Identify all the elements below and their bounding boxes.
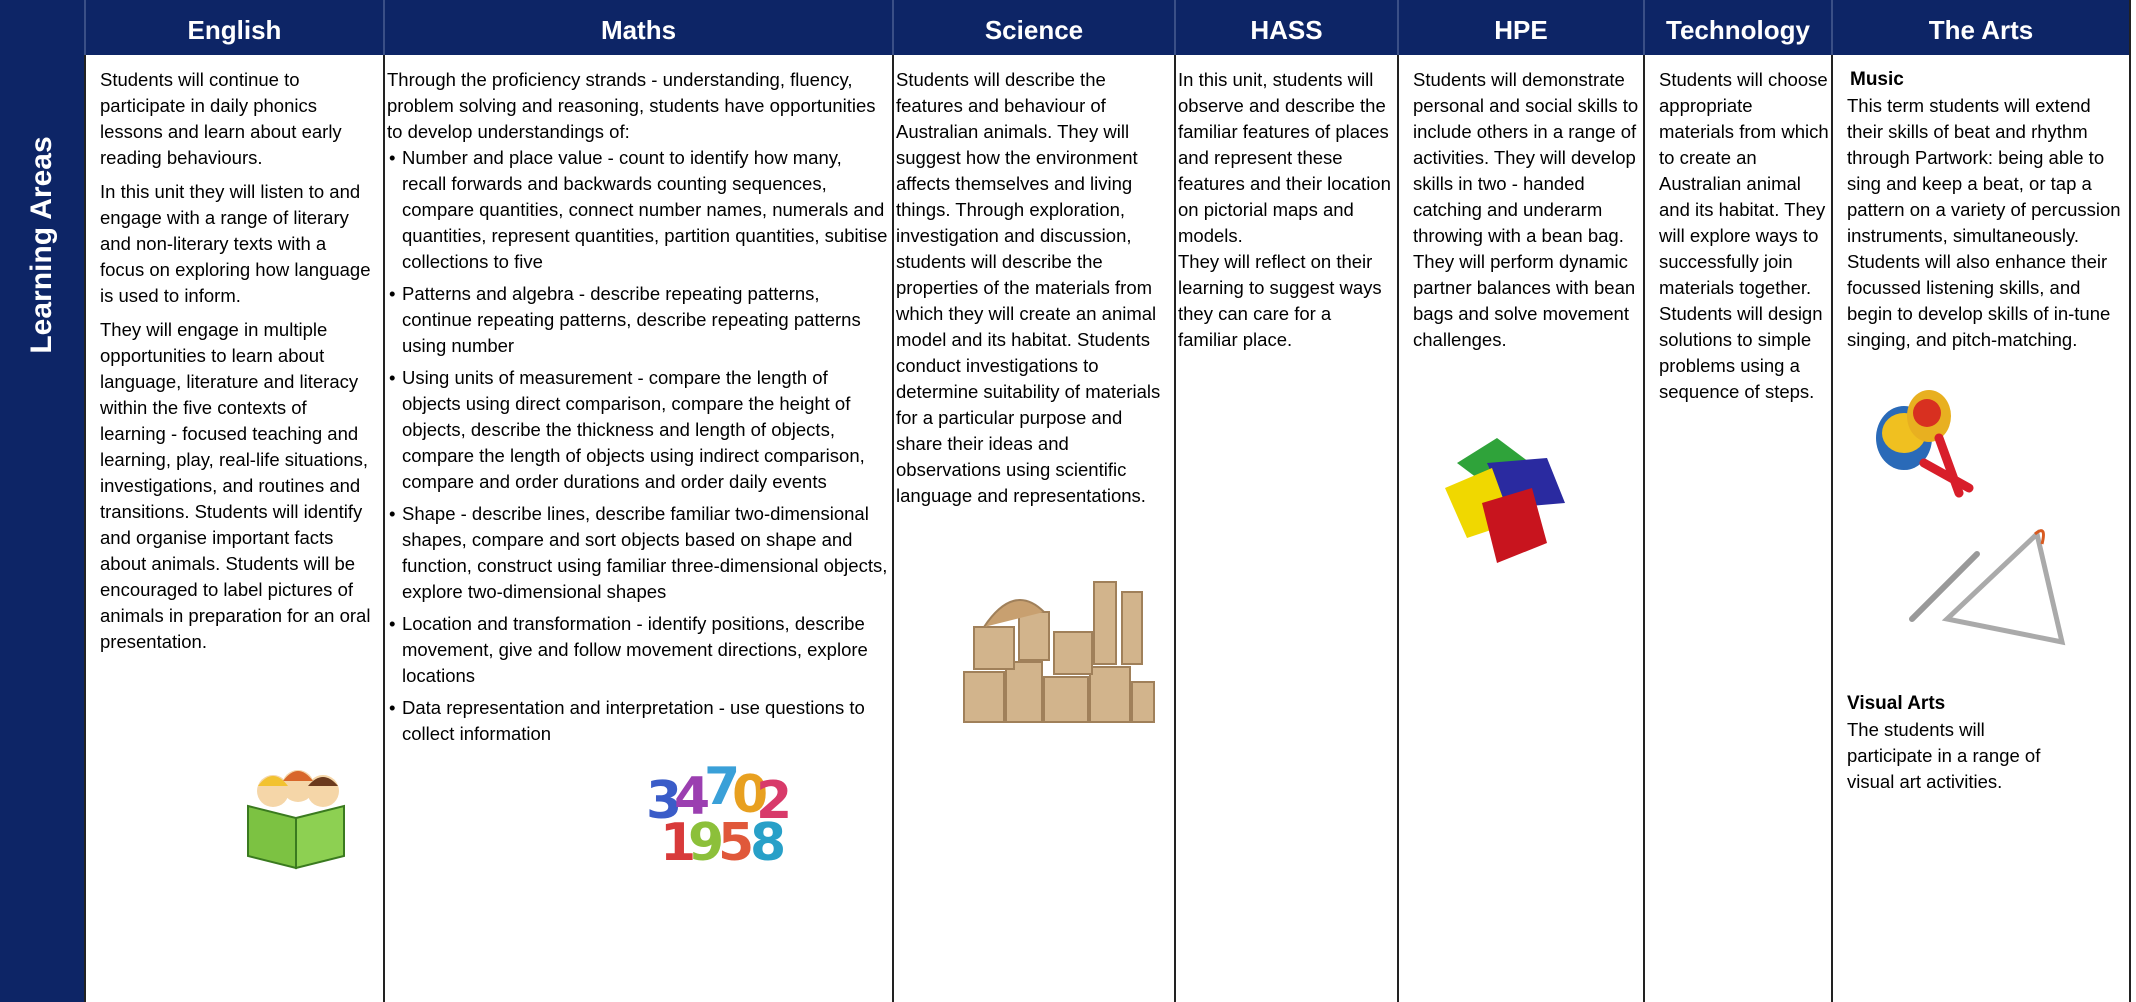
bullet: Data representation and interpretation -… — [389, 695, 888, 747]
triangle-image — [1909, 529, 2066, 646]
svg-text:9: 9 — [688, 813, 724, 866]
column-header: Maths — [383, 0, 892, 55]
svg-text:3: 3 — [646, 771, 682, 831]
bullet: Shape - describe lines, describe familia… — [389, 501, 888, 605]
svg-text:7: 7 — [704, 757, 740, 817]
bullet-list: Number and place value - count to identi… — [387, 145, 888, 747]
column-header: English — [84, 0, 383, 55]
column-header: HASS — [1174, 0, 1397, 55]
paragraph: This term students will extend their ski… — [1847, 95, 2121, 350]
technology-cell: Students will choose appropriate materia… — [1643, 55, 1831, 1002]
bullet: Patterns and algebra - describe repeatin… — [389, 281, 888, 359]
side-label-cell: Learning Areas — [0, 55, 84, 1002]
hpe-cell: Students will demonstrate personal and s… — [1397, 55, 1643, 1002]
right-border — [2129, 0, 2131, 1002]
paragraph: The students will participate in a range… — [1847, 719, 2041, 792]
column-header: Science — [892, 0, 1174, 55]
paragraph: Through the proficiency strands - unders… — [387, 69, 876, 142]
subheading: Visual Arts — [1847, 693, 1946, 714]
svg-text:5: 5 — [718, 813, 754, 866]
svg-text:1: 1 — [660, 813, 696, 866]
column-header: Technology — [1643, 0, 1831, 55]
beanbags-image — [1445, 438, 1565, 563]
column-header: The Arts — [1831, 0, 2129, 55]
english-cell: Students will continue to participate in… — [84, 55, 383, 1002]
paragraph: In this unit, students will observe and … — [1178, 69, 1391, 246]
paragraph: Students will continue to participate in… — [100, 69, 342, 168]
book-image — [247, 770, 345, 870]
hass-cell: In this unit, students will observe and … — [1174, 55, 1397, 1002]
paragraph: They will engage in multiple opportuniti… — [100, 319, 371, 652]
paragraph: They will reflect on their learning to s… — [1178, 251, 1382, 350]
svg-text:0: 0 — [732, 765, 768, 825]
bullet: Using units of measurement - compare the… — [389, 365, 888, 495]
bullet: Number and place value - count to identi… — [389, 145, 888, 275]
arts-cell: Music This term students will extend the… — [1831, 55, 2129, 1002]
subheading: Music — [1850, 69, 1904, 90]
side-label: Learning Areas — [25, 136, 58, 354]
header-row: English Maths Science HASS HPE Technolog… — [0, 0, 2129, 55]
maths-cell: Through the proficiency strands - unders… — [383, 55, 892, 1002]
paragraph: Students will demonstrate personal and s… — [1413, 69, 1639, 350]
column-header: HPE — [1397, 0, 1643, 55]
svg-text:4: 4 — [674, 767, 710, 827]
maracas-image — [1876, 390, 1974, 498]
svg-text:8: 8 — [750, 813, 786, 866]
science-cell: Students will describe the features and … — [892, 55, 1174, 1002]
paragraph: Students will choose appropriate materia… — [1659, 69, 1829, 402]
svg-text:2: 2 — [756, 771, 792, 831]
paragraph: In this unit they will listen to and eng… — [100, 181, 371, 306]
blocks-image — [963, 581, 1155, 723]
bullet: Location and transformation - identify p… — [389, 611, 888, 689]
paragraph: Students will describe the features and … — [896, 69, 1161, 506]
